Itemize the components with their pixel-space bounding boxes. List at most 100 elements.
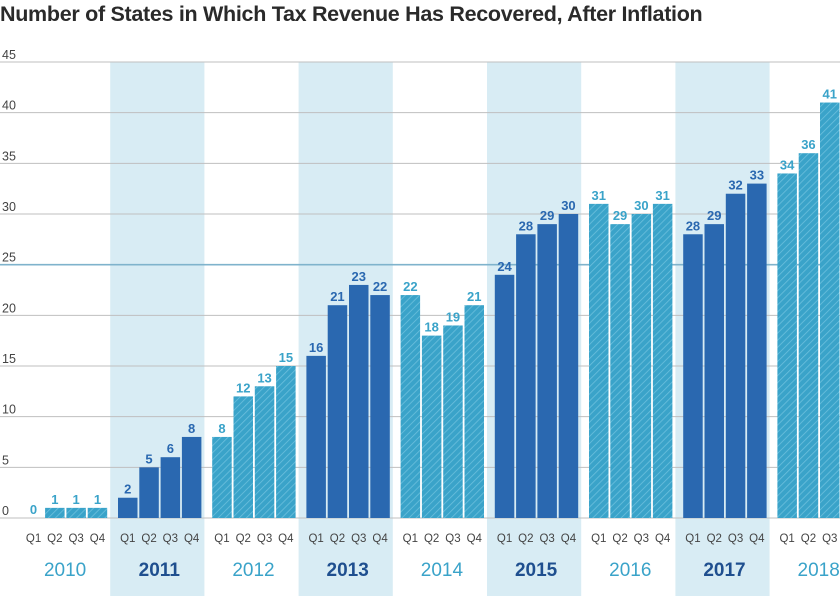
bar-2013-Q4: [370, 295, 390, 518]
data-label-2017-Q3: 32: [728, 178, 742, 193]
bar-2011-Q3: [160, 457, 181, 518]
bar-2017-Q4: [747, 183, 767, 518]
bar-2018-Q1: [777, 173, 797, 518]
quarter-label-2018-Q3: Q3: [822, 533, 837, 545]
quarter-label-2017-Q2: Q2: [707, 533, 722, 545]
year-label-2013: 2013: [327, 560, 369, 581]
quarter-labels: Q1 Q2 Q3 Q4 Q1 Q2 Q3 Q4 Q1 Q2 Q3 Q4 Q1 Q2 Q3 Q4 Q1 Q2 Q3 Q4…: [26, 533, 838, 545]
quarter-label-2010-Q2: Q2: [47, 533, 62, 545]
quarter-label-2015-Q4: Q4: [561, 533, 577, 545]
bar-2010-Q2: [45, 507, 65, 518]
bar-2011-Q4: [181, 436, 202, 518]
bar-2013-Q3: [349, 284, 369, 518]
bar-2010-Q3: [66, 507, 86, 518]
bar-2010-Q4: [87, 507, 108, 518]
bar-2016-Q2: [610, 224, 630, 518]
quarter-label-2015-Q2: Q2: [518, 533, 533, 545]
chart-title: Number of States in Which Tax Revenue Ha…: [0, 2, 703, 26]
quarter-label-2012-Q4: Q4: [278, 533, 294, 545]
y-tick-label-25: 25: [2, 251, 16, 265]
data-label-2018-Q3: 41: [823, 87, 837, 102]
bar-2014-Q2: [421, 335, 442, 518]
bar-2015-Q4: [558, 214, 579, 518]
data-label-2012-Q1: 8: [218, 421, 225, 436]
quarter-label-2013-Q1: Q1: [308, 533, 323, 545]
data-label-2014-Q1: 22: [403, 279, 417, 294]
bar-2012-Q4: [276, 366, 296, 518]
quarter-label-2017-Q4: Q4: [749, 533, 765, 545]
quarter-label-2017-Q3: Q3: [728, 533, 743, 545]
quarter-label-2014-Q4: Q4: [467, 533, 483, 545]
quarter-label-2016-Q4: Q4: [655, 533, 671, 545]
bar-2015-Q2: [516, 234, 536, 518]
y-tick-label-40: 40: [2, 99, 16, 113]
year-label-2018: 2018: [798, 560, 840, 581]
data-label-2015-Q3: 29: [540, 208, 554, 223]
quarter-label-2017-Q1: Q1: [685, 533, 700, 545]
data-label-2016-Q1: 31: [592, 188, 606, 203]
bar-2012-Q1: [212, 436, 232, 518]
bar-2018-Q2: [798, 153, 819, 518]
data-label-2011-Q4: 8: [188, 421, 195, 436]
bar-2016-Q4: [652, 203, 673, 518]
data-label-2013-Q3: 23: [352, 269, 366, 284]
bar-2014-Q3: [443, 325, 463, 518]
quarter-label-2011-Q1: Q1: [120, 533, 135, 545]
bar-2016-Q1: [589, 203, 609, 518]
year-labels: 2010 2011 2012 2013 2014 2015 2016 2017 2018: [44, 560, 840, 581]
bar-2012-Q3: [254, 386, 275, 518]
quarter-label-2010-Q3: Q3: [68, 533, 83, 545]
y-axis-ticks: 0 5 10 15 20 25 30 35 40 45: [2, 48, 16, 518]
quarter-label-2016-Q2: Q2: [612, 533, 627, 545]
data-label-2010-Q2: 1: [51, 492, 58, 507]
data-label-2014-Q4: 21: [467, 289, 481, 304]
data-label-2012-Q4: 15: [279, 350, 293, 365]
data-label-2015-Q2: 28: [519, 218, 533, 233]
bar-2011-Q2: [139, 467, 159, 518]
data-label-2011-Q2: 5: [145, 451, 152, 466]
bar-2012-Q2: [233, 396, 253, 518]
year-label-2016: 2016: [609, 560, 651, 581]
y-tick-label-30: 30: [2, 200, 16, 214]
data-label-2012-Q3: 13: [257, 370, 271, 385]
y-tick-label-10: 10: [2, 403, 16, 417]
data-label-2017-Q2: 29: [707, 208, 721, 223]
y-tick-label-20: 20: [2, 301, 16, 315]
year-label-2014: 2014: [421, 560, 464, 581]
quarter-label-2010-Q1: Q1: [26, 533, 41, 545]
year-label-2011: 2011: [139, 560, 181, 581]
quarter-label-2011-Q4: Q4: [184, 533, 200, 545]
quarter-label-2015-Q1: Q1: [497, 533, 512, 545]
quarter-label-2012-Q2: Q2: [236, 533, 251, 545]
bar-2015-Q1: [494, 274, 515, 518]
bar-2018-Q3: [820, 102, 840, 519]
quarter-label-2012-Q3: Q3: [257, 533, 272, 545]
data-label-2017-Q1: 28: [686, 218, 700, 233]
year-label-2012: 2012: [232, 560, 274, 581]
year-label-2010: 2010: [44, 560, 86, 581]
data-label-2014-Q2: 18: [424, 320, 438, 335]
data-label-2015-Q1: 24: [497, 259, 512, 274]
y-tick-label-0: 0: [2, 504, 9, 518]
quarter-label-2015-Q3: Q3: [539, 533, 554, 545]
data-label-2012-Q2: 12: [236, 380, 250, 395]
data-label-2011-Q1: 2: [124, 482, 131, 497]
quarter-label-2018-Q1: Q1: [779, 533, 794, 545]
y-tick-label-45: 45: [2, 48, 16, 62]
bar-2014-Q1: [400, 295, 421, 518]
year-label-2015: 2015: [515, 560, 558, 581]
bar-2011-Q1: [118, 497, 138, 518]
data-label-2017-Q4: 33: [750, 168, 764, 183]
data-label-2013-Q2: 21: [330, 289, 344, 304]
data-label-2016-Q2: 29: [613, 208, 627, 223]
y-tick-label-35: 35: [2, 149, 16, 163]
data-label-2016-Q3: 30: [634, 198, 648, 213]
data-label-2011-Q3: 6: [167, 441, 174, 456]
quarter-label-2012-Q1: Q1: [214, 533, 229, 545]
quarter-label-2013-Q4: Q4: [372, 533, 388, 545]
year-label-2017: 2017: [703, 560, 745, 581]
y-tick-label-5: 5: [2, 453, 9, 467]
bar-2013-Q2: [327, 305, 348, 518]
bar-2015-Q3: [537, 224, 557, 518]
